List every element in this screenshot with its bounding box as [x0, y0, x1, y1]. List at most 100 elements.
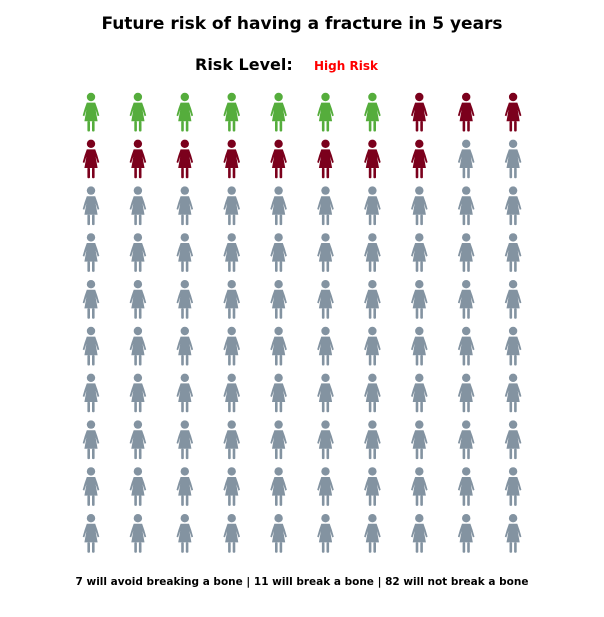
woman-icon-none — [223, 280, 240, 319]
woman-icon-none — [176, 467, 194, 506]
woman-icon-none — [223, 373, 240, 413]
woman-icon-none — [176, 373, 194, 413]
woman-icon-none — [129, 186, 147, 226]
woman-icon-break — [129, 139, 147, 179]
woman-icon-break — [270, 139, 287, 179]
woman-icon-none — [364, 514, 381, 553]
woman-icon-none — [317, 420, 334, 460]
woman-icon-none — [82, 514, 100, 553]
woman-icon-none — [176, 233, 194, 272]
woman-icon-none — [82, 280, 100, 319]
woman-icon-none — [457, 186, 475, 226]
risk-level-value: High Risk — [314, 59, 378, 73]
woman-icon-none — [129, 373, 147, 413]
woman-icon-avoid — [82, 92, 100, 132]
woman-icon-none — [82, 233, 100, 272]
woman-icon-none — [504, 420, 522, 460]
woman-icon-none — [82, 326, 100, 366]
woman-icon-none — [317, 186, 334, 226]
risk-level-label: Risk Level: — [195, 55, 293, 74]
woman-icon-none — [364, 373, 381, 413]
woman-icon-none — [504, 373, 522, 413]
woman-icon-none — [457, 420, 475, 460]
woman-icon-none — [129, 326, 147, 366]
woman-icon-avoid — [364, 92, 381, 132]
woman-icon-avoid — [223, 92, 240, 132]
woman-icon-break — [82, 139, 100, 179]
woman-icon-none — [129, 420, 147, 460]
woman-icon-none — [411, 280, 428, 319]
woman-icon-break — [176, 139, 194, 179]
woman-icon-none — [411, 186, 428, 226]
woman-icon-none — [411, 373, 428, 413]
woman-icon-avoid — [129, 92, 147, 132]
woman-icon-none — [504, 280, 522, 319]
woman-icon-none — [504, 326, 522, 366]
woman-icon-none — [223, 233, 240, 272]
woman-icon-none — [270, 420, 287, 460]
woman-icon-none — [270, 514, 287, 553]
woman-icon-none — [270, 373, 287, 413]
woman-icon-none — [364, 326, 381, 366]
woman-icon-break — [317, 139, 334, 179]
woman-icon-none — [457, 514, 475, 553]
woman-icon-none — [223, 467, 240, 506]
woman-icon-none — [364, 420, 381, 460]
woman-icon-none — [270, 280, 287, 319]
woman-icon-none — [317, 514, 334, 553]
woman-icon-none — [129, 233, 147, 272]
woman-icon-none — [457, 373, 475, 413]
woman-icon-none — [457, 326, 475, 366]
chart-title: Future risk of having a fracture in 5 ye… — [101, 14, 503, 34]
woman-icon-break — [411, 92, 428, 132]
woman-icon-none — [457, 233, 475, 272]
woman-icon-none — [317, 280, 334, 319]
woman-icon-none — [364, 186, 381, 226]
woman-icon-none — [504, 139, 522, 179]
woman-icon-none — [457, 139, 475, 179]
woman-icon-none — [176, 280, 194, 319]
woman-icon-none — [176, 186, 194, 226]
woman-icon-none — [82, 467, 100, 506]
woman-icon-none — [411, 326, 428, 366]
woman-icon-none — [82, 373, 100, 413]
woman-icon-none — [364, 233, 381, 272]
woman-icon-break — [223, 139, 240, 179]
woman-icon-break — [364, 139, 381, 179]
woman-icon-avoid — [176, 92, 194, 132]
woman-icon-avoid — [317, 92, 334, 132]
woman-icon-avoid — [270, 92, 287, 132]
woman-icon-none — [317, 326, 334, 366]
woman-icon-none — [270, 233, 287, 272]
woman-icon-none — [457, 467, 475, 506]
woman-icon-none — [504, 467, 522, 506]
woman-icon-none — [317, 373, 334, 413]
woman-icon-none — [411, 233, 428, 272]
woman-icon-none — [129, 280, 147, 319]
woman-icon-none — [270, 467, 287, 506]
woman-icon-none — [176, 326, 194, 366]
woman-icon-none — [270, 326, 287, 366]
woman-icon-none — [223, 514, 240, 553]
woman-icon-none — [176, 514, 194, 553]
woman-icon-none — [129, 514, 147, 553]
chart-footer: 7 will avoid breaking a bone | 11 will b… — [75, 576, 529, 588]
woman-icon-none — [223, 420, 240, 460]
woman-icon-none — [317, 467, 334, 506]
woman-icon-none — [504, 233, 522, 272]
woman-icon-none — [411, 514, 428, 553]
woman-icon-none — [223, 326, 240, 366]
woman-icon-none — [82, 186, 100, 226]
woman-icon-none — [223, 186, 240, 226]
woman-icon-none — [411, 420, 428, 460]
woman-icon-none — [504, 186, 522, 226]
woman-icon-none — [364, 467, 381, 506]
woman-icon-break — [457, 92, 475, 132]
woman-icon-none — [504, 514, 522, 553]
woman-icon-break — [504, 92, 522, 132]
woman-icon-none — [411, 467, 428, 506]
woman-icon-none — [82, 420, 100, 460]
woman-icon-none — [270, 186, 287, 226]
woman-icon-break — [411, 139, 428, 179]
